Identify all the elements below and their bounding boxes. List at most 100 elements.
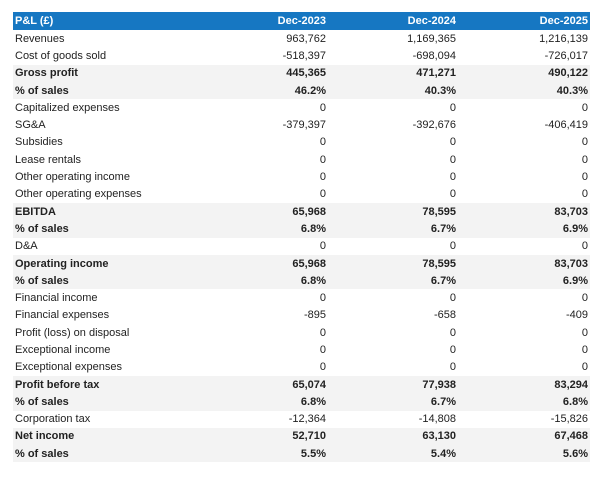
row-value: 0: [449, 292, 456, 305]
row-value: 40.3%: [328, 81, 458, 100]
row-label: SG&A: [15, 119, 46, 132]
row-value: 5.6%: [458, 445, 590, 463]
table-row: Profit before tax 65,074 77,938 83,294: [13, 375, 590, 394]
table-row: EBITDA 65,968 78,595 83,703: [13, 202, 590, 221]
row-label: Other operating income: [15, 171, 130, 184]
row-value: 0: [581, 343, 588, 356]
table-row: % of sales 6.8% 6.7% 6.9%: [13, 272, 590, 290]
table-row: % of sales 6.8% 6.7% 6.8%: [13, 393, 590, 411]
row-label: Exceptional expenses: [15, 361, 123, 374]
table-row: Lease rentals 0 0 0: [13, 151, 590, 168]
row-value: 0: [449, 101, 456, 114]
row-value: 0: [449, 136, 456, 149]
row-value: 6.7%: [328, 220, 458, 238]
row-value: 471,271: [328, 64, 458, 82]
row-value: 83,294: [458, 375, 590, 394]
row-label: % of sales: [13, 393, 198, 411]
row-value: 6.9%: [458, 272, 590, 290]
row-label: Operating income: [13, 254, 198, 273]
row-value: 6.8%: [458, 393, 590, 411]
row-value: 0: [581, 153, 588, 166]
row-value: 0: [319, 136, 326, 149]
row-value: -12,364: [288, 413, 326, 426]
row-value: 445,365: [198, 64, 328, 82]
pnl-table: P&L (£) Dec-2023 Dec-2024 Dec-2025 Reven…: [13, 12, 590, 463]
row-value: 5.5%: [198, 445, 328, 463]
row-value: -409: [565, 309, 588, 322]
row-label: Profit (loss) on disposal: [15, 326, 130, 339]
row-value: 0: [581, 292, 588, 305]
row-value: 40.3%: [458, 81, 590, 100]
column-header: Dec-2023: [198, 12, 328, 30]
table-row: Financial expenses -895 -658 -409: [13, 307, 590, 324]
row-label: % of sales: [13, 81, 198, 100]
table-row: Subsidies 0 0 0: [13, 134, 590, 151]
row-value: 78,595: [328, 254, 458, 273]
row-label: Cost of goods sold: [15, 49, 107, 62]
row-label: Subsidies: [15, 136, 63, 149]
row-label: Capitalized expenses: [15, 101, 120, 114]
row-value: 0: [581, 136, 588, 149]
table-row: % of sales 5.5% 5.4% 5.6%: [13, 445, 590, 463]
row-label: Gross profit: [13, 64, 198, 82]
row-value: 52,710: [198, 427, 328, 446]
row-value: 0: [319, 361, 326, 374]
row-label: Profit before tax: [13, 375, 198, 394]
row-value: 65,074: [198, 375, 328, 394]
row-value: 0: [319, 240, 326, 253]
row-value: 6.8%: [198, 272, 328, 290]
row-label: % of sales: [13, 272, 198, 290]
table-row: Profit (loss) on disposal 0 0 0: [13, 324, 590, 341]
column-header: Dec-2025: [458, 12, 590, 30]
row-value: 0: [319, 343, 326, 356]
row-value: 1,169,365: [407, 32, 456, 45]
column-header: Dec-2024: [328, 12, 458, 30]
row-value: 0: [581, 326, 588, 339]
table-row: Exceptional expenses 0 0 0: [13, 359, 590, 376]
row-value: 0: [449, 171, 456, 184]
row-value: 77,938: [328, 375, 458, 394]
row-value: -518,397: [282, 49, 326, 62]
table-row: Exceptional income 0 0 0: [13, 341, 590, 358]
header-row: P&L (£) Dec-2023 Dec-2024 Dec-2025: [13, 12, 590, 30]
table-row: Net income 52,710 63,130 67,468: [13, 427, 590, 446]
row-label: Corporation tax: [15, 413, 91, 426]
row-value: 46.2%: [198, 81, 328, 100]
row-value: 0: [581, 361, 588, 374]
row-value: 0: [581, 240, 588, 253]
row-value: 0: [449, 188, 456, 201]
row-value: 0: [449, 153, 456, 166]
row-value: 6.9%: [458, 220, 590, 238]
row-label: EBITDA: [13, 202, 198, 221]
table-row: Capitalized expenses 0 0 0: [13, 99, 590, 116]
table-row: SG&A -379,397 -392,676 -406,419: [13, 116, 590, 133]
row-label: Lease rentals: [15, 153, 82, 166]
row-value: 6.7%: [328, 272, 458, 290]
row-value: -379,397: [282, 119, 326, 132]
row-label: Revenues: [15, 32, 65, 45]
row-value: 83,703: [458, 254, 590, 273]
row-value: -406,419: [544, 119, 588, 132]
table-title: P&L (£): [13, 12, 198, 30]
row-label: Financial income: [15, 292, 98, 305]
row-value: 65,968: [198, 202, 328, 221]
row-value: 6.8%: [198, 220, 328, 238]
row-value: 1,216,139: [539, 32, 588, 45]
table-row: % of sales 6.8% 6.7% 6.9%: [13, 220, 590, 238]
row-value: 490,122: [458, 64, 590, 82]
table-row: Operating income 65,968 78,595 83,703: [13, 254, 590, 273]
row-value: -698,094: [412, 49, 456, 62]
row-label: Financial expenses: [15, 309, 110, 322]
row-value: -895: [303, 309, 326, 322]
row-value: 78,595: [328, 202, 458, 221]
row-value: -726,017: [544, 49, 588, 62]
row-value: 0: [449, 240, 456, 253]
row-label: Other operating expenses: [15, 188, 142, 201]
row-value: 0: [319, 188, 326, 201]
table-row: Gross profit 445,365 471,271 490,122: [13, 64, 590, 82]
row-value: 63,130: [328, 427, 458, 446]
table-row: Revenues 963,762 1,169,365 1,216,139: [13, 30, 590, 47]
table-row: Financial income 0 0 0: [13, 289, 590, 306]
row-value: -392,676: [412, 119, 456, 132]
row-value: 83,703: [458, 202, 590, 221]
